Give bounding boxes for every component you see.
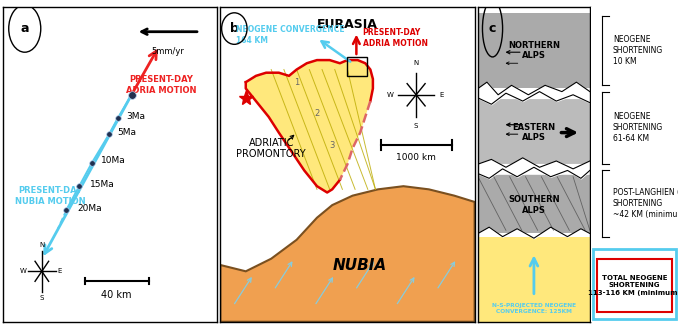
- Text: 10Ma: 10Ma: [100, 156, 125, 165]
- Text: 1000 km: 1000 km: [396, 153, 436, 162]
- Text: a: a: [20, 22, 29, 35]
- Text: E: E: [439, 92, 443, 98]
- Text: N-S-PROJECTED NEOGENE
CONVERGENCE: 125KM: N-S-PROJECTED NEOGENE CONVERGENCE: 125KM: [492, 303, 576, 314]
- Text: 5Ma: 5Ma: [118, 128, 137, 137]
- Text: 15Ma: 15Ma: [90, 180, 115, 189]
- Text: 1: 1: [294, 78, 299, 87]
- Text: N: N: [414, 60, 419, 66]
- Text: NUBIA: NUBIA: [333, 257, 387, 272]
- Polygon shape: [478, 98, 590, 164]
- Text: E: E: [58, 268, 62, 274]
- Text: 5mm/yr: 5mm/yr: [151, 47, 184, 57]
- Text: SOUTHERN
ALPS: SOUTHERN ALPS: [508, 195, 560, 215]
- Text: EASTERN
ALPS: EASTERN ALPS: [513, 123, 555, 142]
- Text: c: c: [489, 22, 496, 35]
- Text: W: W: [20, 268, 27, 274]
- Text: PRESENT-DAY
NUBIA MOTION: PRESENT-DAY NUBIA MOTION: [15, 186, 85, 206]
- Bar: [593, 249, 676, 318]
- Polygon shape: [478, 237, 590, 322]
- Text: NEOGENE
SHORTENING
61-64 KM: NEOGENE SHORTENING 61-64 KM: [613, 112, 663, 143]
- Text: PRESENT-DAY
ADRIA MOTION: PRESENT-DAY ADRIA MOTION: [126, 75, 197, 95]
- Bar: [347, 57, 367, 76]
- Text: NEOGENE
SHORTENING
10 KM: NEOGENE SHORTENING 10 KM: [613, 35, 663, 66]
- Text: ADRIATIC
PROMONTORY: ADRIATIC PROMONTORY: [237, 137, 306, 159]
- Polygon shape: [245, 60, 373, 192]
- Text: W: W: [387, 92, 394, 98]
- Text: 40 km: 40 km: [101, 290, 132, 300]
- Polygon shape: [220, 186, 475, 322]
- Polygon shape: [478, 174, 590, 233]
- Text: 3Ma: 3Ma: [126, 112, 145, 121]
- Text: EURASIA: EURASIA: [317, 18, 378, 31]
- Text: NORTHERN
ALPS: NORTHERN ALPS: [508, 41, 560, 60]
- Polygon shape: [478, 13, 590, 88]
- Text: TOTAL NEOGENE
SHORTENING
113-116 KM (minimum): TOTAL NEOGENE SHORTENING 113-116 KM (min…: [589, 275, 678, 296]
- Text: NEOGENE CONVERGENCE
164 KM: NEOGENE CONVERGENCE 164 KM: [236, 25, 344, 45]
- Text: 20Ma: 20Ma: [77, 204, 102, 213]
- Text: 3: 3: [330, 141, 335, 150]
- Text: b: b: [230, 22, 239, 35]
- Text: S: S: [39, 295, 44, 301]
- Text: 2: 2: [315, 109, 319, 118]
- Text: N: N: [39, 241, 45, 248]
- Text: S: S: [414, 123, 418, 129]
- Text: POST-LANGHIEN (14Ma)
SHORTENING
~42 KM (minimum): POST-LANGHIEN (14Ma) SHORTENING ~42 KM (…: [613, 188, 678, 219]
- Bar: [597, 259, 672, 312]
- Text: PRESENT-DAY
ADRIA MOTION: PRESENT-DAY ADRIA MOTION: [363, 28, 428, 48]
